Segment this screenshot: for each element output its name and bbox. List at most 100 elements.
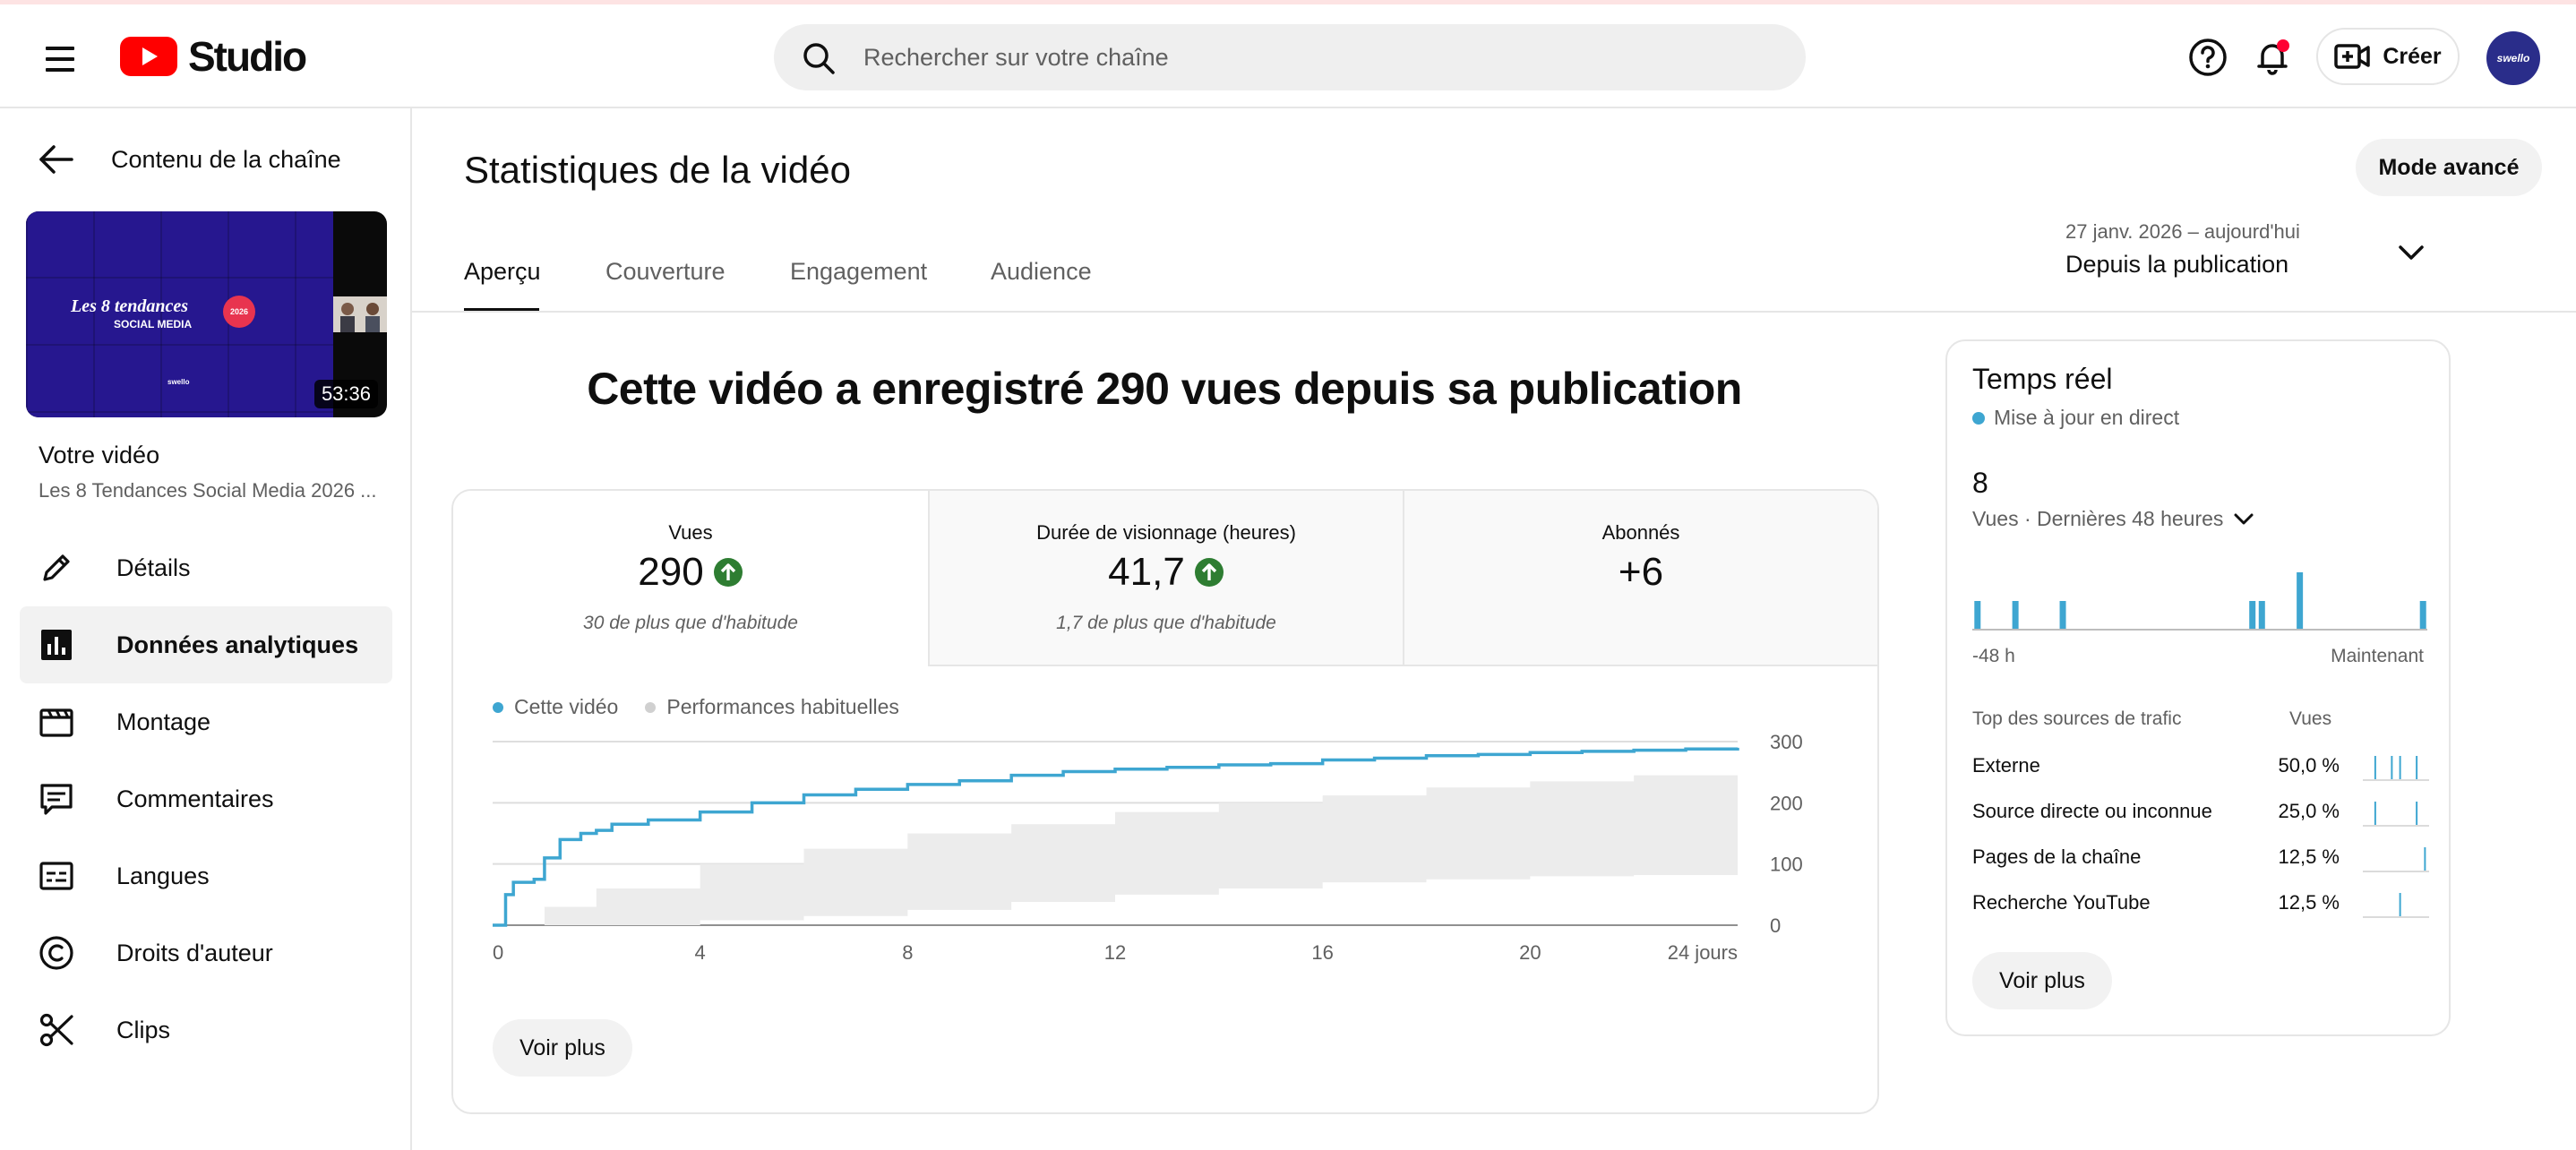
sidebar: Contenu de la chaîne Les 8 tendances SOC… — [0, 108, 412, 1150]
views-line-chart[interactable]: 300 200 100 0 0 4 8 12 16 20 24 jours — [453, 733, 1879, 1001]
x-tick-label: 4 — [695, 941, 706, 964]
traffic-source-pct: 50,0 % — [2278, 754, 2340, 777]
tab-engagement[interactable]: Engagement — [790, 258, 928, 285]
sidebar-item-label: Données analytiques — [116, 631, 359, 658]
realtime-bar — [2249, 601, 2256, 630]
top-accent-line — [0, 0, 2576, 4]
realtime-see-more-button[interactable]: Voir plus — [1972, 952, 2112, 1009]
metric-views[interactable]: Vues 290 30 de plus que d'habitude — [453, 491, 928, 666]
sidebar-item-editor[interactable]: Montage — [20, 683, 392, 760]
traffic-source-sparkline — [2363, 802, 2429, 827]
notifications-bell-icon[interactable] — [2252, 37, 2293, 78]
legend-item-typical[interactable]: Performances habituelles — [645, 695, 899, 719]
chart-legend: Cette vidéo Performances habituelles — [493, 695, 899, 719]
date-range-selector[interactable]: 27 janv. 2026 – aujourd'hui Depuis la pu… — [2065, 220, 2442, 279]
page-title: Statistiques de la vidéo — [464, 149, 851, 191]
date-range-label: Depuis la publication — [2065, 251, 2289, 278]
see-more-button[interactable]: Voir plus — [493, 1019, 632, 1077]
metric-value: +6 — [1618, 550, 1664, 594]
overview-card: Vues 290 30 de plus que d'habitude Durée… — [451, 489, 1879, 1114]
sidebar-item-copyright[interactable]: Droits d'auteur — [20, 914, 392, 991]
traffic-source-name: Pages de la chaîne — [1972, 845, 2142, 868]
sidebar-nav: Détails Données analytiques Montage — [20, 529, 392, 1068]
tab-reach[interactable]: Couverture — [605, 258, 726, 285]
y-tick-label: 200 — [1770, 792, 1803, 814]
date-range-dates: 27 janv. 2026 – aujourd'hui — [2065, 220, 2300, 243]
realtime-bar — [2012, 601, 2019, 630]
metric-subscribers[interactable]: Abonnés +6 — [1403, 491, 1877, 666]
top-header: Studio Créer swello — [0, 4, 2576, 108]
chevron-down-icon[interactable] — [2393, 240, 2429, 267]
traffic-source-name: Recherche YouTube — [1972, 891, 2151, 914]
metric-watch-time[interactable]: Durée de visionnage (heures) 41,7 1,7 de… — [928, 491, 1403, 666]
realtime-count: 8 — [1972, 467, 1988, 499]
back-label: Contenu de la chaîne — [111, 145, 341, 173]
back-to-channel-content[interactable]: Contenu de la chaîne — [36, 137, 341, 182]
menu-icon[interactable] — [38, 37, 82, 82]
traffic-source-row[interactable]: Recherche YouTube 12,5 % — [1972, 886, 2429, 922]
sidebar-item-clips[interactable]: Clips — [20, 991, 392, 1068]
legend-label: Performances habituelles — [666, 695, 899, 718]
series-line-this-video — [493, 747, 1739, 927]
traffic-source-pct: 12,5 % — [2278, 845, 2340, 868]
create-button[interactable]: Créer — [2316, 28, 2460, 85]
x-tick-label: 12 — [1104, 941, 1126, 964]
realtime-bar — [2258, 601, 2265, 630]
video-thumbnail[interactable]: Les 8 tendances SOCIAL MEDIA 2026 swello… — [26, 211, 387, 417]
chevron-down-icon[interactable] — [2232, 511, 2255, 528]
views-headline: Cette vidéo a enregistré 290 vues depuis… — [587, 364, 1742, 414]
metrics-row: Vues 290 30 de plus que d'habitude Durée… — [453, 491, 1877, 666]
sidebar-item-details[interactable]: Détails — [20, 529, 392, 606]
search-bar[interactable] — [774, 24, 1806, 90]
search-icon[interactable] — [801, 40, 837, 76]
traffic-source-sparkline — [2363, 893, 2429, 918]
account-avatar[interactable]: swello — [2486, 31, 2540, 85]
traffic-source-name: Source directe ou inconnue — [1972, 800, 2212, 822]
tab-overview[interactable]: Aperçu — [464, 258, 541, 285]
tabs-divider — [412, 311, 2576, 313]
traffic-source-row[interactable]: Pages de la chaîne 12,5 % — [1972, 840, 2429, 876]
traffic-source-row[interactable]: Source directe ou inconnue 25,0 % — [1972, 794, 2429, 830]
realtime-bar-chart[interactable] — [1972, 553, 2427, 633]
traffic-sources-header: Top des sources de trafic — [1972, 708, 2182, 729]
search-input[interactable] — [863, 24, 1759, 90]
traffic-source-row[interactable]: Externe 50,0 % — [1972, 749, 2429, 785]
logo-text: Studio — [188, 33, 307, 80]
legend-dot — [645, 701, 657, 713]
help-icon[interactable] — [2187, 37, 2228, 78]
thumbnail-brand: swello — [167, 378, 190, 386]
trend-up-icon — [713, 558, 743, 587]
sidebar-item-comments[interactable]: Commentaires — [20, 760, 392, 837]
realtime-axis-end: Maintenant — [2331, 646, 2424, 666]
y-tick-label: 300 — [1770, 733, 1803, 753]
sidebar-item-label: Montage — [116, 708, 211, 735]
live-dot — [1972, 411, 1985, 425]
realtime-bar — [1974, 601, 1981, 630]
sidebar-item-label: Langues — [116, 862, 210, 889]
sidebar-item-languages[interactable]: Langues — [20, 837, 392, 914]
advanced-mode-button[interactable]: Mode avancé — [2356, 139, 2542, 196]
scissors-icon — [39, 1013, 73, 1047]
back-arrow-icon[interactable] — [36, 140, 75, 179]
studio-logo[interactable]: Studio — [120, 31, 307, 82]
thumbnail-presenters — [333, 296, 387, 332]
metric-note: 1,7 de plus que d'habitude — [1056, 613, 1276, 633]
typical-performance-band — [493, 768, 1738, 925]
x-tick-label: 16 — [1311, 941, 1333, 964]
sidebar-item-analytics[interactable]: Données analytiques — [20, 606, 392, 683]
sidebar-item-label: Commentaires — [116, 785, 274, 812]
legend-item-this-video[interactable]: Cette vidéo — [493, 695, 618, 719]
realtime-bar — [2297, 572, 2304, 630]
pencil-icon — [43, 554, 70, 581]
traffic-source-pct: 12,5 % — [2278, 891, 2340, 914]
sidebar-item-label: Clips — [116, 1016, 171, 1043]
realtime-period-selector[interactable]: Vues · Dernières 48 heures — [1972, 507, 2255, 531]
realtime-axis-start: -48 h — [1972, 646, 2015, 666]
y-tick-label: 100 — [1770, 854, 1803, 876]
thumbnail-badge: 2026 — [223, 296, 255, 328]
y-tick-label: 0 — [1770, 914, 1781, 937]
tab-audience[interactable]: Audience — [991, 258, 1092, 285]
youtube-play-icon — [120, 37, 177, 76]
video-camera-plus-icon — [2334, 44, 2371, 69]
metric-label: Abonnés — [1601, 521, 1680, 544]
